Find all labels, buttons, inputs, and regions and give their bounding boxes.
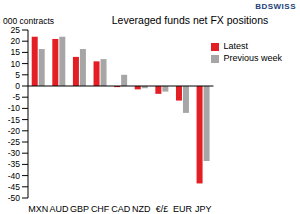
html-text:Leveraged funds net FX positio: Leveraged funds net FX positions <box>111 14 269 26</box>
svg-text:NZD: NZD <box>132 204 151 214</box>
html-text:Previous week: Previous week <box>223 53 282 63</box>
svg-text:-45: -45 <box>8 182 20 192</box>
svg-text:5: 5 <box>15 70 20 80</box>
svg-text:-25: -25 <box>8 137 20 147</box>
html-text:000 contracts: 000 contracts <box>3 16 54 26</box>
svg-text:JPY: JPY <box>195 204 212 214</box>
svg-text:€/£: €/£ <box>156 204 169 214</box>
svg-text:GBP: GBP <box>70 204 89 214</box>
svg-text:15: 15 <box>11 47 21 57</box>
svg-text:AUD: AUD <box>49 204 69 214</box>
svg-text:EUR: EUR <box>173 204 193 214</box>
svg-text:0: 0 <box>15 81 20 91</box>
svg-text:-10: -10 <box>8 103 20 113</box>
svg-text:-15: -15 <box>8 115 20 125</box>
svg-text:-40: -40 <box>8 171 20 181</box>
svg-text:25: 25 <box>11 25 21 35</box>
svg-text:CHF: CHF <box>91 204 110 214</box>
svg-text:-20: -20 <box>8 126 20 136</box>
svg-text:10: 10 <box>11 59 21 69</box>
svg-text:-30: -30 <box>8 148 20 158</box>
html-text:BDSWISS: BDSWISS <box>255 2 296 11</box>
svg-text:-5: -5 <box>12 92 20 102</box>
svg-text:MXN: MXN <box>28 204 48 214</box>
svg-text:20: 20 <box>11 36 21 46</box>
svg-text:-35: -35 <box>8 159 20 169</box>
html-text:Latest: Latest <box>223 41 248 51</box>
svg-text:CAD: CAD <box>111 204 131 214</box>
svg-text:-50: -50 <box>8 193 20 203</box>
